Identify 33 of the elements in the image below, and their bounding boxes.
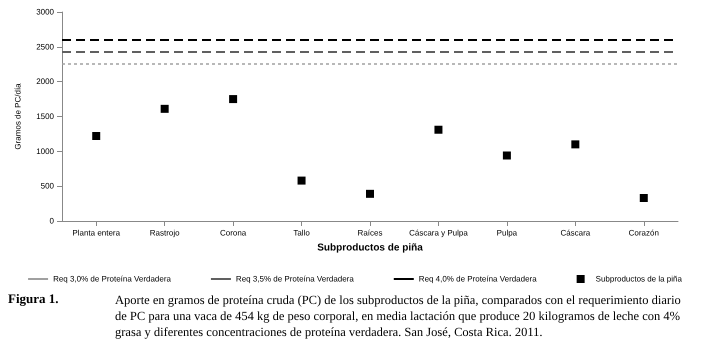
y-tick-label: 3000: [36, 8, 55, 16]
x-tick-label: Rastrojo: [150, 228, 180, 238]
x-axis-title: Subproductos de piña: [317, 242, 424, 254]
x-tick-label: Tallo: [293, 228, 310, 238]
y-tick-label: 0: [50, 216, 55, 226]
x-tick-label: Corona: [220, 228, 247, 238]
y-axis-title: Gramos de PC/día: [14, 82, 22, 150]
point: [434, 126, 442, 134]
point: [571, 140, 580, 148]
x-tick-label: Corazón: [628, 228, 659, 238]
x-tick-label: Planta entera: [72, 228, 121, 238]
x-tick-label: Pulpa: [496, 228, 518, 238]
y-tick-label: 2500: [36, 42, 55, 52]
y-tick-label: 500: [40, 182, 55, 191]
text: Aporte en gramos de proteína cruda (PC) de los subproductos de la piña, comparados con el requerimiento diario de PC para una vaca de 454 kg de peso corporal, en media lactación que produce 20 kilogramos de leche con 4% grasa y diferentes concentraciones de proteína verdadera. San José, Costa Rica. 2011.: [115, 293, 684, 339]
legend-label: Req 4,0% de Proteína Verdadera: [418, 274, 538, 284]
y-tick-label: 1500: [36, 112, 55, 121]
point: [366, 190, 374, 198]
point: [640, 194, 648, 202]
y-tick-label: 1000: [36, 146, 55, 156]
x-tick-label: Cáscara y Pulpa: [409, 228, 468, 238]
point: [92, 132, 100, 140]
legend-label: Subproductos de la piña: [596, 274, 682, 284]
text: Figura 1.: [8, 291, 59, 306]
point: [160, 104, 169, 113]
x-tick-label: Raíces: [358, 228, 382, 238]
point: [229, 95, 238, 104]
x-tick-label: Cáscara: [560, 228, 591, 238]
legend-label: Req 3,5% de Proteína Verdadera: [236, 274, 354, 284]
y-tick-label: 2000: [36, 77, 55, 86]
point: [298, 176, 306, 185]
point: [502, 152, 511, 160]
legend-label: Req 3,0% de Proteína Verdadera: [53, 274, 172, 284]
